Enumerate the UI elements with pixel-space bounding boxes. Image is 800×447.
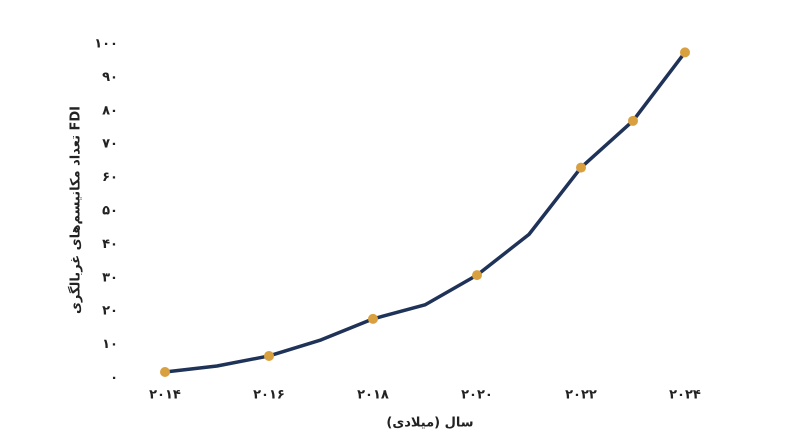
x-tick-label: ۲۰۲۰ <box>461 388 493 403</box>
data-point <box>472 270 482 281</box>
x-tick-label: ۲۰۱۸ <box>357 388 389 403</box>
x-tick-label: ۲۰۱۶ <box>253 388 285 403</box>
y-tick-label: ۶۰ <box>102 170 118 185</box>
data-point <box>264 350 274 361</box>
y-tick-label: ۷۰ <box>102 137 118 152</box>
y-tick-label: ۸۰ <box>102 103 118 118</box>
y-axis-label: تعداد مکانیسم‌های غربالگری FDI <box>68 106 84 314</box>
data-line <box>164 51 687 374</box>
x-tick-label: ۲۰۲۴ <box>669 388 701 403</box>
data-point <box>160 366 170 377</box>
y-tick-label: ۱۰ <box>102 337 118 352</box>
x-axis-label: سال (میلادی) <box>386 416 473 431</box>
y-tick-label: ۱۰۰ <box>94 37 118 52</box>
data-point <box>576 162 586 173</box>
y-tick-label: ۵۰ <box>102 204 118 219</box>
x-tick-label: ۲۰۲۲ <box>565 388 597 403</box>
y-tick-label: ۴۰ <box>102 237 118 252</box>
y-tick-label: ۹۰ <box>102 70 118 85</box>
data-point <box>368 313 378 324</box>
data-point <box>628 115 638 126</box>
x-tick-label: ۲۰۱۴ <box>149 388 181 403</box>
y-tick-label: ۳۰ <box>102 270 118 285</box>
y-tick-label: ۰ <box>110 371 118 386</box>
y-tick-label: ۲۰ <box>102 304 118 319</box>
data-point <box>680 47 690 58</box>
